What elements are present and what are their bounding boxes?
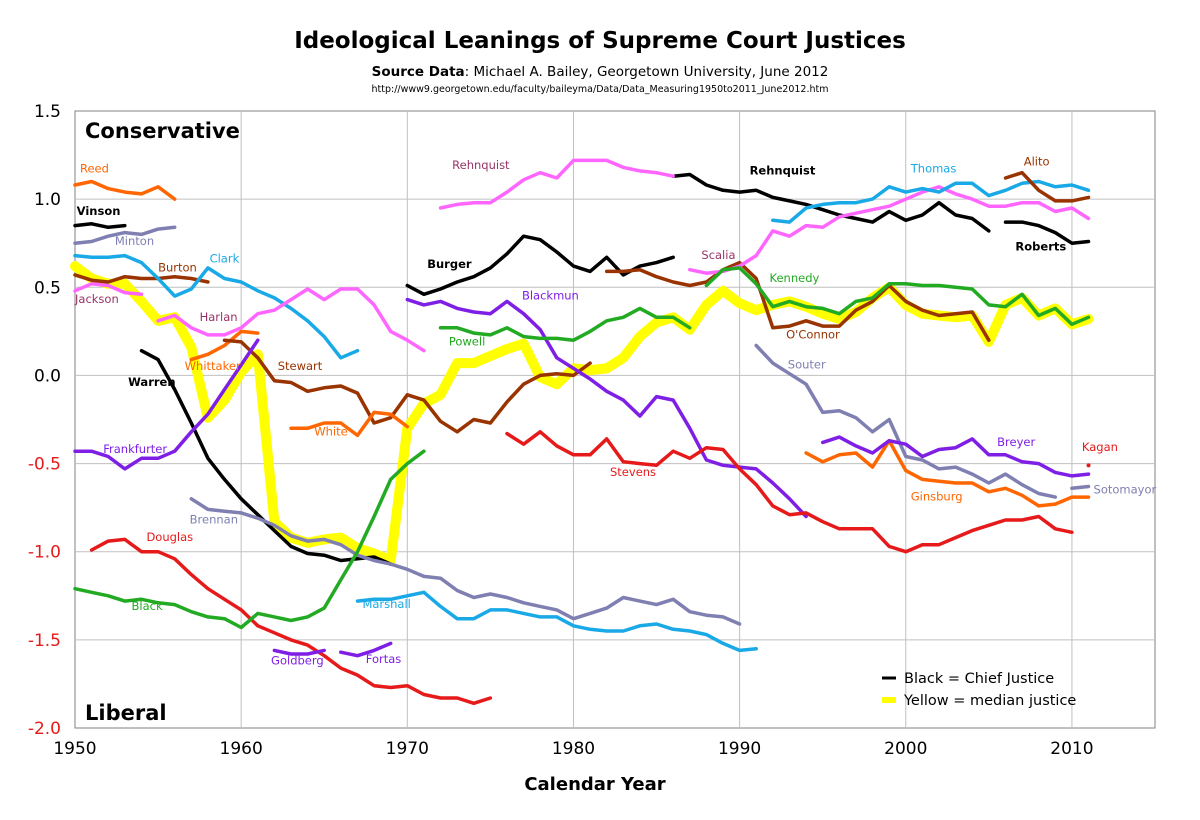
series-label-harlan: Harlan	[200, 310, 238, 324]
y-tick-label: 0.0	[34, 366, 61, 386]
legend-label: Yellow = median justice	[903, 693, 1076, 709]
series-label-black: Black	[131, 599, 162, 613]
y-tick-label: 0.5	[34, 278, 61, 298]
series-line-white	[289, 410, 410, 438]
series-label-blackmun: Blackmun	[522, 289, 579, 303]
series-label-kennedy: Kennedy	[770, 271, 820, 285]
plot-area	[74, 110, 1156, 729]
y-tick-label: -2.0	[28, 719, 61, 739]
x-tick-label: 1950	[53, 739, 96, 759]
series-label-frankfurter: Frankfurter	[103, 442, 167, 456]
series-line-rehnquist	[438, 158, 675, 210]
series-line-reed	[73, 179, 177, 201]
series-label-roberts: Roberts	[1015, 239, 1066, 253]
series-label-rehnquist: Rehnquist	[750, 163, 816, 177]
conservative-label: Conservative	[85, 119, 240, 143]
series-line-whittaker	[189, 329, 260, 362]
x-tick-label: 1960	[220, 739, 263, 759]
series-line-stewart	[222, 338, 592, 434]
series-line-alito	[1003, 170, 1091, 203]
series-label-vinson: Vinson	[77, 204, 121, 218]
series-line-marshall	[355, 590, 758, 653]
y-tick-label: 1.5	[34, 102, 61, 122]
series-label-souter: Souter	[788, 357, 826, 371]
x-tick-label: 1980	[552, 739, 595, 759]
y-tick-label: -0.5	[28, 455, 61, 475]
series-line-kennedy	[704, 266, 1091, 327]
series-label-goldberg: Goldberg	[271, 654, 324, 668]
series-label-clark: Clark	[210, 252, 240, 266]
series-line-black	[73, 449, 426, 630]
series-line-goldberg	[272, 648, 326, 656]
series-line-scalia	[688, 185, 1091, 275]
y-tick-label: 1.0	[34, 190, 61, 210]
series-label-scalia: Scalia	[701, 248, 735, 262]
series-point-kagan	[1086, 463, 1091, 468]
source-line: Source Data: Michael A. Bailey, Georgeto…	[0, 64, 1200, 80]
series-label-warren: Warren	[128, 375, 175, 389]
legend-label: Black = Chief Justice	[904, 671, 1054, 687]
series-label-kagan: Kagan	[1082, 440, 1118, 454]
series-line-o-connor	[604, 260, 991, 342]
series-line-brennan	[189, 497, 742, 626]
series-line-sotomayor	[1070, 484, 1091, 491]
series-line-vinson	[73, 222, 127, 230]
series-label-alito: Alito	[1024, 155, 1050, 169]
series-label-o-connor: O'Connor	[786, 327, 840, 341]
x-tick-label: 1990	[718, 739, 761, 759]
series-label-burton: Burton	[158, 260, 197, 274]
series-line-douglas	[89, 537, 493, 706]
series-line-clark	[73, 253, 360, 360]
series-line-powell	[438, 306, 692, 342]
series-label-minton: Minton	[115, 234, 154, 248]
series-label-reed: Reed	[80, 162, 109, 176]
series-line-harlan	[156, 287, 426, 353]
x-tick-label: 2010	[1050, 739, 1093, 759]
series-label-marshall: Marshall	[362, 597, 410, 611]
series-label-whittaker: Whittaker	[185, 359, 241, 373]
series-label-stewart: Stewart	[278, 359, 323, 373]
series-line-jackson	[73, 282, 144, 297]
series-line-minton	[73, 225, 177, 245]
series-label-sotomayor: Sotomayor	[1094, 483, 1157, 497]
source-text: : Michael A. Bailey, Georgetown Universi…	[464, 64, 829, 80]
y-tick-label: -1.0	[28, 543, 61, 563]
series-line-stevens	[505, 430, 1074, 554]
series-label-white: White	[314, 424, 347, 438]
series-line-thomas	[771, 179, 1091, 224]
series-label-thomas: Thomas	[910, 162, 957, 176]
x-tick-label: 1970	[386, 739, 429, 759]
series-line-burton	[73, 273, 210, 284]
chart-title: Ideological Leanings of Supreme Court Ju…	[294, 28, 906, 54]
x-axis-label: Calendar Year	[524, 774, 665, 795]
series-line-fortas	[339, 641, 393, 658]
series-label-stevens: Stevens	[610, 465, 656, 479]
series-line-roberts	[1003, 220, 1091, 245]
x-tick-label: 2000	[884, 739, 927, 759]
series-line-souter	[754, 343, 1058, 499]
y-tick-label: -1.5	[28, 631, 61, 651]
series-line-ginsburg	[804, 438, 1091, 508]
series-label-douglas: Douglas	[146, 530, 193, 544]
series-label-fortas: Fortas	[366, 652, 402, 666]
series-label-powell: Powell	[449, 334, 485, 348]
series-label-breyer: Breyer	[997, 435, 1035, 449]
source-url: http://www9.georgetown.edu/faculty/baile…	[371, 84, 829, 95]
series-label-rehnquist: Rehnquist	[452, 158, 510, 172]
liberal-label: Liberal	[85, 701, 167, 725]
source-label: Source Data	[371, 64, 465, 80]
series-line-breyer	[820, 435, 1091, 478]
series-label-burger: Burger	[427, 257, 472, 271]
series-label-jackson: Jackson	[74, 292, 119, 306]
series-line-frankfurter	[73, 338, 260, 471]
series-line-rehnquist-chief	[671, 172, 991, 233]
series-label-brennan: Brennan	[190, 513, 238, 527]
series-label-ginsburg: Ginsburg	[911, 490, 963, 504]
